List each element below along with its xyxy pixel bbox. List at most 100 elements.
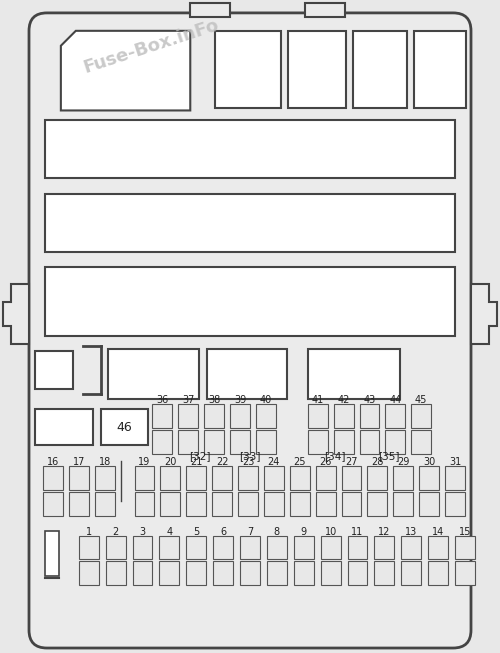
Bar (342, 492, 361, 516)
Bar (106, 535, 126, 560)
Bar (238, 492, 258, 516)
Bar (152, 404, 172, 428)
Bar (132, 535, 152, 560)
Bar (368, 466, 388, 490)
Bar (374, 562, 394, 585)
Bar (414, 31, 466, 108)
Bar (160, 492, 180, 516)
Bar (160, 535, 180, 560)
Text: 3: 3 (140, 526, 145, 537)
Bar (402, 535, 421, 560)
Bar (264, 466, 284, 490)
Bar (348, 562, 368, 585)
Bar (360, 404, 380, 428)
Bar (213, 562, 233, 585)
Bar (455, 562, 475, 585)
Bar (360, 430, 380, 454)
Text: 14: 14 (432, 526, 444, 537)
Bar (240, 562, 260, 585)
Bar (288, 31, 346, 108)
Text: 36: 36 (156, 395, 168, 405)
Text: 44: 44 (389, 395, 402, 405)
Bar (445, 466, 465, 490)
Bar (419, 492, 439, 516)
Text: 10: 10 (324, 526, 337, 537)
Polygon shape (3, 283, 29, 344)
Text: [32]: [32] (190, 451, 211, 461)
Bar (43, 466, 63, 490)
Bar (215, 31, 281, 108)
Bar (160, 466, 180, 490)
Bar (394, 492, 413, 516)
Text: 7: 7 (247, 526, 253, 537)
Bar (412, 430, 431, 454)
Bar (213, 535, 233, 560)
Text: 5: 5 (193, 526, 200, 537)
Bar (352, 31, 408, 108)
Text: 26: 26 (320, 457, 332, 467)
Bar (100, 409, 148, 445)
Bar (106, 562, 126, 585)
Bar (402, 562, 421, 585)
Bar (386, 430, 406, 454)
Text: 37: 37 (182, 395, 194, 405)
Bar (334, 404, 353, 428)
Text: 8: 8 (274, 526, 280, 537)
Text: 16: 16 (47, 457, 59, 467)
Text: 28: 28 (371, 457, 384, 467)
Text: 39: 39 (234, 395, 246, 405)
Text: [35]: [35] (378, 451, 400, 461)
Bar (394, 466, 413, 490)
Text: 12: 12 (378, 526, 390, 537)
Bar (178, 430, 198, 454)
Text: 4: 4 (166, 526, 172, 537)
Bar (308, 404, 328, 428)
Text: 2: 2 (112, 526, 118, 537)
Text: 40: 40 (260, 395, 272, 405)
Text: 29: 29 (397, 457, 409, 467)
Bar (316, 466, 336, 490)
Bar (334, 430, 353, 454)
Bar (186, 492, 206, 516)
Bar (267, 535, 287, 560)
Text: 22: 22 (216, 457, 228, 467)
Bar (204, 404, 224, 428)
Bar (35, 351, 73, 389)
Bar (308, 430, 328, 454)
Text: [33]: [33] (240, 451, 261, 461)
Bar (160, 562, 180, 585)
Bar (412, 404, 431, 428)
Bar (256, 404, 276, 428)
Bar (428, 562, 448, 585)
Text: 25: 25 (294, 457, 306, 467)
Bar (207, 349, 287, 399)
Bar (178, 404, 198, 428)
Bar (368, 492, 388, 516)
Bar (256, 430, 276, 454)
Text: 19: 19 (138, 457, 150, 467)
Bar (419, 466, 439, 490)
Bar (45, 266, 455, 336)
Bar (238, 466, 258, 490)
Bar (152, 430, 172, 454)
Text: 42: 42 (338, 395, 350, 405)
Bar (69, 492, 88, 516)
Bar (342, 466, 361, 490)
Bar (134, 466, 154, 490)
Bar (308, 349, 400, 399)
Text: 27: 27 (346, 457, 358, 467)
Bar (455, 535, 475, 560)
Bar (445, 492, 465, 516)
Bar (212, 492, 232, 516)
Bar (316, 492, 336, 516)
Text: 6: 6 (220, 526, 226, 537)
Polygon shape (471, 283, 497, 344)
Bar (94, 466, 114, 490)
Text: 1: 1 (86, 526, 92, 537)
Text: 13: 13 (405, 526, 417, 537)
Text: [34]: [34] (324, 451, 345, 461)
Bar (134, 492, 154, 516)
Bar (320, 562, 340, 585)
Bar (108, 349, 199, 399)
Bar (290, 492, 310, 516)
